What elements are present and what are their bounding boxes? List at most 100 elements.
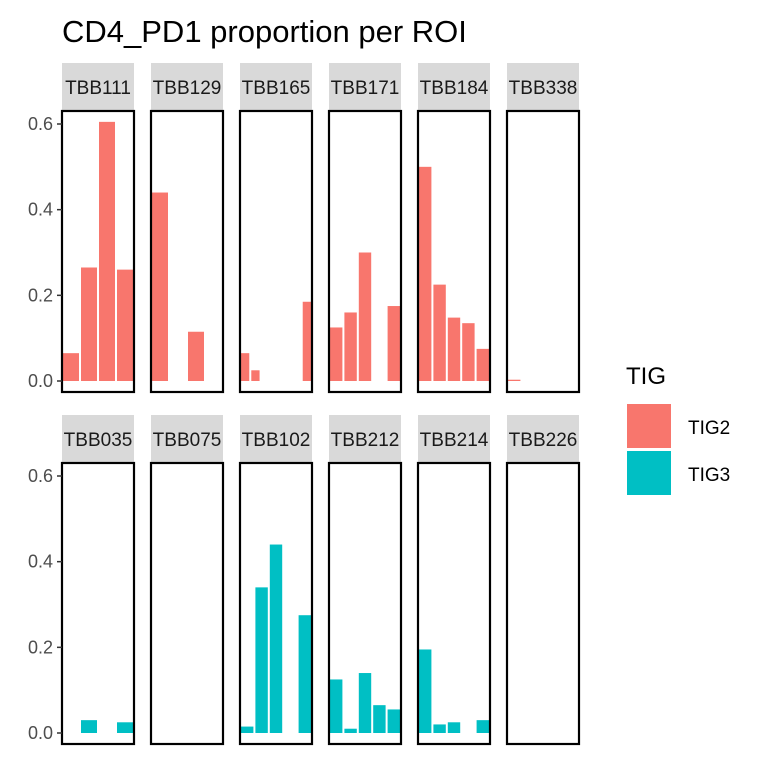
facet-panel-tbb214: TBB214: [416, 415, 492, 746]
facet-strip: [240, 63, 312, 110]
bar: [419, 649, 432, 733]
facet-strip-label: TBB184: [420, 78, 489, 99]
bar: [81, 267, 97, 381]
bar: [462, 323, 475, 381]
bar: [81, 720, 97, 733]
facet-panel-tbb226: TBB226: [505, 415, 581, 746]
bar: [269, 544, 283, 733]
bar: [373, 705, 386, 733]
bar: [117, 722, 133, 733]
panel-border: [505, 461, 581, 746]
bar: [251, 370, 260, 381]
facet-panel-tbb102: TBB102: [238, 415, 314, 746]
facet-panel-tbb075: TBB075: [149, 415, 225, 746]
facet-strip: [151, 415, 223, 462]
facet-strip-label: TBB035: [64, 430, 133, 451]
facet-panel-tbb171: TBB171: [327, 63, 403, 394]
facet-panel-tbb184: TBB184: [416, 63, 492, 394]
y-tick-label: 0.6: [28, 466, 53, 486]
legend-label-tig3: TIG3: [688, 465, 730, 486]
facet-panel-tbb338: TBB338: [505, 63, 581, 394]
y-tick-label: 0.4: [28, 552, 53, 572]
bar: [358, 252, 372, 381]
bar: [447, 317, 461, 381]
bar: [508, 379, 521, 381]
bar: [447, 722, 461, 733]
facet-panel-tbb111: TBB111: [60, 63, 136, 394]
panel-border: [238, 461, 314, 746]
bar: [344, 728, 357, 733]
legend-key-tig3: [627, 451, 671, 495]
bar: [387, 306, 400, 381]
facet-strip-label: TBB212: [331, 430, 400, 451]
y-tick-label: 0.0: [28, 371, 53, 391]
legend: TIG TIG2 TIG3: [626, 363, 730, 495]
panel-border: [416, 109, 492, 394]
facet-strip: [151, 63, 223, 110]
facet-panel-tbb212: TBB212: [327, 415, 403, 746]
bar: [476, 720, 489, 733]
bar: [330, 327, 343, 381]
facet-strip: [329, 63, 401, 110]
y-tick-label: 0.0: [28, 723, 53, 743]
bar: [358, 673, 372, 733]
bar: [344, 312, 357, 381]
facet-strip: [329, 415, 401, 462]
bar: [330, 679, 343, 733]
facet-strip-label: TBB165: [242, 78, 311, 99]
bar: [241, 353, 250, 381]
bar: [255, 587, 268, 733]
panel-border: [327, 109, 403, 394]
facet-panel-tbb165: TBB165: [238, 63, 314, 394]
facet-strip-label: TBB338: [509, 78, 578, 99]
facet-strip-label: TBB102: [242, 430, 311, 451]
bar: [63, 353, 79, 381]
bar: [117, 269, 133, 381]
facet-strip: [240, 415, 312, 462]
panel-border: [149, 461, 225, 746]
facet-strip-label: TBB075: [153, 430, 222, 451]
facet-strip: [62, 415, 134, 462]
y-axis-row-1: 0.0 0.2 0.4 0.6: [28, 114, 62, 391]
bar: [241, 726, 254, 733]
facet-strip-label: TBB171: [331, 78, 400, 99]
panel-border: [327, 461, 403, 746]
bar: [188, 331, 204, 381]
facet-strip: [62, 63, 134, 110]
bar: [99, 121, 115, 381]
bar: [387, 709, 400, 733]
bar: [433, 724, 446, 733]
facet-strip: [507, 63, 579, 110]
facet-strip-label: TBB129: [153, 78, 222, 99]
bar: [433, 284, 446, 381]
panel-border: [416, 461, 492, 746]
y-axis-row-2: 0.0 0.2 0.4 0.6: [28, 466, 62, 743]
panel-border: [60, 461, 136, 746]
bar: [419, 166, 432, 381]
bar: [302, 301, 311, 381]
panel-border: [505, 109, 581, 394]
y-tick-label: 0.2: [28, 285, 53, 305]
bar: [476, 348, 489, 381]
facet-panel-tbb035: TBB035: [60, 415, 136, 746]
facet-strip-label: TBB226: [509, 430, 578, 451]
legend-key-tig2: [627, 404, 671, 448]
facet-strip: [418, 63, 490, 110]
facet-strip-label: TBB111: [65, 78, 131, 99]
chart-title: CD4_PD1 proportion per ROI: [62, 14, 467, 49]
bar: [298, 615, 311, 733]
facet-strip: [418, 415, 490, 462]
facet-panels: TBB111 TBB129 TBB165 TBB171 TBB184 TBB338 TBB0…: [28, 63, 581, 746]
facet-panel-tbb129: TBB129: [149, 63, 225, 394]
panel-border: [238, 109, 314, 394]
legend-label-tig2: TIG2: [688, 418, 730, 439]
y-tick-label: 0.4: [28, 200, 53, 220]
y-tick-label: 0.2: [28, 637, 53, 657]
bar: [152, 192, 168, 381]
panel-border: [149, 109, 225, 394]
legend-title: TIG: [626, 363, 666, 390]
panel-border: [60, 109, 136, 394]
facet-strip-label: TBB214: [420, 430, 489, 451]
y-tick-label: 0.6: [28, 114, 53, 134]
